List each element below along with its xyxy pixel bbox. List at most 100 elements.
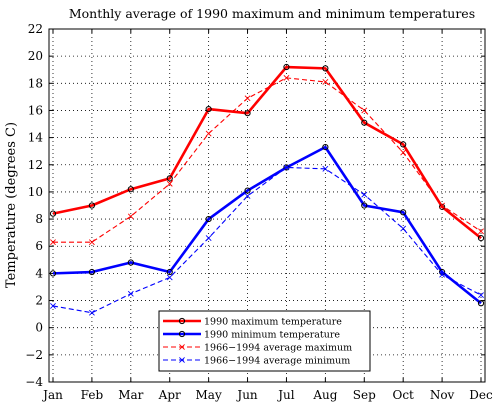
data-point bbox=[244, 187, 251, 194]
chart-title: Monthly average of 1990 maximum and mini… bbox=[69, 6, 475, 21]
series-line bbox=[52, 145, 482, 305]
marker-stroke bbox=[439, 271, 446, 278]
data-point bbox=[478, 228, 484, 235]
x-tick-label: Jul bbox=[276, 388, 295, 402]
x-tick-label: Apr bbox=[158, 388, 181, 402]
marker-stroke bbox=[127, 290, 134, 297]
marker-stroke bbox=[127, 213, 134, 220]
data-point bbox=[283, 63, 290, 71]
data-point bbox=[400, 149, 407, 156]
x-tick-label: Jun bbox=[235, 388, 258, 402]
marker-stroke bbox=[322, 165, 329, 172]
x-tick-label: Nov bbox=[430, 388, 455, 402]
series-4 bbox=[50, 164, 484, 316]
legend-label: 1990 minimum temperature bbox=[204, 330, 340, 341]
axis-ticks: −4 −2 0 2 4 6 8 10 12 14 16 18 20 22 Jan Feb Mar Apr May Ju… bbox=[25, 22, 493, 402]
data-point bbox=[166, 268, 173, 276]
data-point bbox=[400, 141, 407, 148]
x-tick-label: Mar bbox=[118, 388, 143, 402]
data-point bbox=[127, 290, 134, 297]
data-point bbox=[478, 292, 484, 299]
y-tick-label: 6 bbox=[35, 239, 43, 253]
legend-label: 1966−1994 average minimum bbox=[204, 356, 350, 367]
data-point bbox=[50, 239, 56, 246]
x-tick-label: Oct bbox=[392, 388, 414, 402]
marker-stroke bbox=[244, 95, 251, 102]
y-tick-label: −4 bbox=[25, 375, 43, 389]
data-point bbox=[361, 191, 368, 198]
legend-marker bbox=[178, 330, 186, 338]
y-tick-label: 20 bbox=[28, 49, 43, 63]
legend-entry-4: 1966−1994 average minimum bbox=[163, 356, 350, 367]
marker-stroke bbox=[283, 164, 290, 171]
marker-stroke bbox=[283, 74, 290, 81]
data-point bbox=[283, 164, 290, 171]
marker-stroke bbox=[244, 193, 251, 199]
marker-stroke bbox=[50, 303, 56, 309]
data-point bbox=[166, 180, 173, 187]
data-point bbox=[361, 107, 368, 114]
x-tick-label: Dec bbox=[469, 388, 493, 402]
data-point bbox=[49, 210, 57, 217]
data-point bbox=[438, 203, 446, 210]
x-tick-label: May bbox=[196, 388, 222, 402]
x-tick-label: Aug bbox=[312, 388, 337, 402]
legend: 1990 maximum temperature 1990 minimum tem… bbox=[158, 310, 371, 372]
data-point bbox=[127, 259, 134, 266]
marker-stroke bbox=[166, 180, 173, 187]
marker-stroke bbox=[205, 235, 212, 242]
marker-stroke bbox=[166, 274, 173, 281]
data-point bbox=[88, 239, 95, 246]
data-point bbox=[400, 209, 407, 216]
data-series bbox=[49, 63, 485, 316]
series-line bbox=[52, 166, 482, 314]
series-3 bbox=[50, 74, 484, 246]
data-point bbox=[439, 202, 446, 209]
y-tick-label: 14 bbox=[28, 131, 44, 145]
y-tick-label: 8 bbox=[35, 212, 43, 226]
marker-stroke bbox=[88, 239, 95, 246]
data-point bbox=[127, 186, 134, 193]
data-point bbox=[88, 309, 95, 316]
data-point bbox=[283, 74, 290, 81]
data-point bbox=[205, 235, 212, 242]
y-tick-label: 18 bbox=[28, 76, 43, 90]
data-point bbox=[166, 274, 173, 281]
data-point bbox=[127, 213, 134, 220]
data-point bbox=[361, 119, 368, 126]
series-1 bbox=[49, 63, 485, 242]
legend-marker bbox=[179, 344, 185, 350]
data-point bbox=[439, 271, 446, 278]
y-tick-label: −2 bbox=[25, 348, 43, 362]
marker-stroke bbox=[439, 202, 446, 209]
y-tick-label: 4 bbox=[35, 266, 43, 280]
data-point bbox=[322, 144, 329, 151]
series-line bbox=[52, 65, 482, 240]
y-tick-label: 16 bbox=[28, 103, 43, 117]
data-point bbox=[322, 65, 329, 72]
data-point bbox=[205, 106, 212, 113]
legend-label: 1990 maximum temperature bbox=[204, 317, 342, 328]
marker-stroke bbox=[400, 149, 407, 156]
data-point bbox=[205, 130, 212, 137]
legend-label: 1966−1994 average maximum bbox=[204, 343, 352, 354]
y-tick-label: 0 bbox=[35, 321, 43, 335]
y-axis-label: Temperature (degrees C) bbox=[4, 122, 19, 288]
legend-entry-2: 1990 minimum temperature bbox=[163, 330, 340, 341]
data-point bbox=[477, 234, 485, 242]
data-point bbox=[88, 202, 96, 209]
series-2 bbox=[49, 144, 485, 307]
marker-stroke bbox=[478, 228, 484, 235]
legend-entry-1: 1990 maximum temperature bbox=[163, 317, 342, 328]
data-point bbox=[166, 175, 173, 182]
marker-stroke bbox=[50, 239, 56, 246]
series-line bbox=[53, 77, 482, 243]
data-point bbox=[50, 303, 56, 309]
plot-area-frame bbox=[48, 28, 486, 383]
data-point bbox=[205, 215, 212, 223]
marker-stroke bbox=[400, 225, 407, 232]
legend-marker bbox=[179, 357, 185, 363]
marker-stroke bbox=[478, 292, 484, 299]
y-tick-label: 12 bbox=[28, 158, 43, 172]
